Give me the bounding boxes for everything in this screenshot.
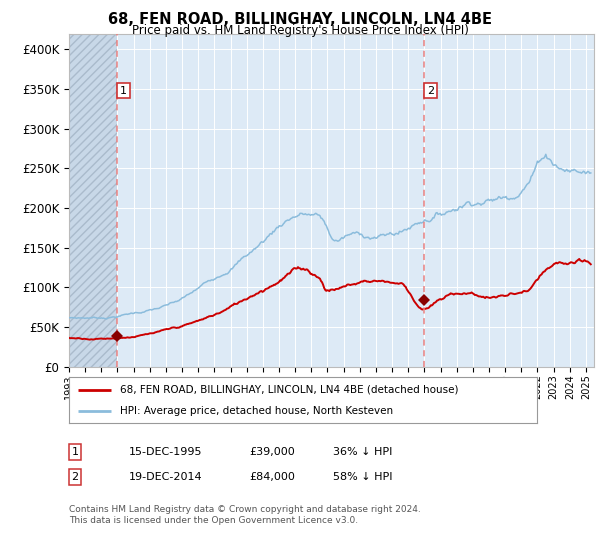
Text: 36% ↓ HPI: 36% ↓ HPI [333, 447, 392, 457]
Text: 2: 2 [71, 472, 79, 482]
Text: 19-DEC-2014: 19-DEC-2014 [129, 472, 203, 482]
Text: Price paid vs. HM Land Registry's House Price Index (HPI): Price paid vs. HM Land Registry's House … [131, 24, 469, 36]
Bar [69, 34, 117, 367]
Text: 2: 2 [427, 86, 434, 96]
Text: Contains HM Land Registry data © Crown copyright and database right 2024.
This d: Contains HM Land Registry data © Crown c… [69, 505, 421, 525]
Text: 68, FEN ROAD, BILLINGHAY, LINCOLN, LN4 4BE: 68, FEN ROAD, BILLINGHAY, LINCOLN, LN4 4… [108, 12, 492, 27]
Text: £39,000: £39,000 [249, 447, 295, 457]
Text: HPI: Average price, detached house, North Kesteven: HPI: Average price, detached house, Nort… [121, 407, 394, 416]
Text: 68, FEN ROAD, BILLINGHAY, LINCOLN, LN4 4BE (detached house): 68, FEN ROAD, BILLINGHAY, LINCOLN, LN4 4… [121, 385, 459, 395]
Text: 1: 1 [120, 86, 127, 96]
Text: 15-DEC-1995: 15-DEC-1995 [129, 447, 203, 457]
Text: £84,000: £84,000 [249, 472, 295, 482]
Text: 1: 1 [71, 447, 79, 457]
Text: 58% ↓ HPI: 58% ↓ HPI [333, 472, 392, 482]
